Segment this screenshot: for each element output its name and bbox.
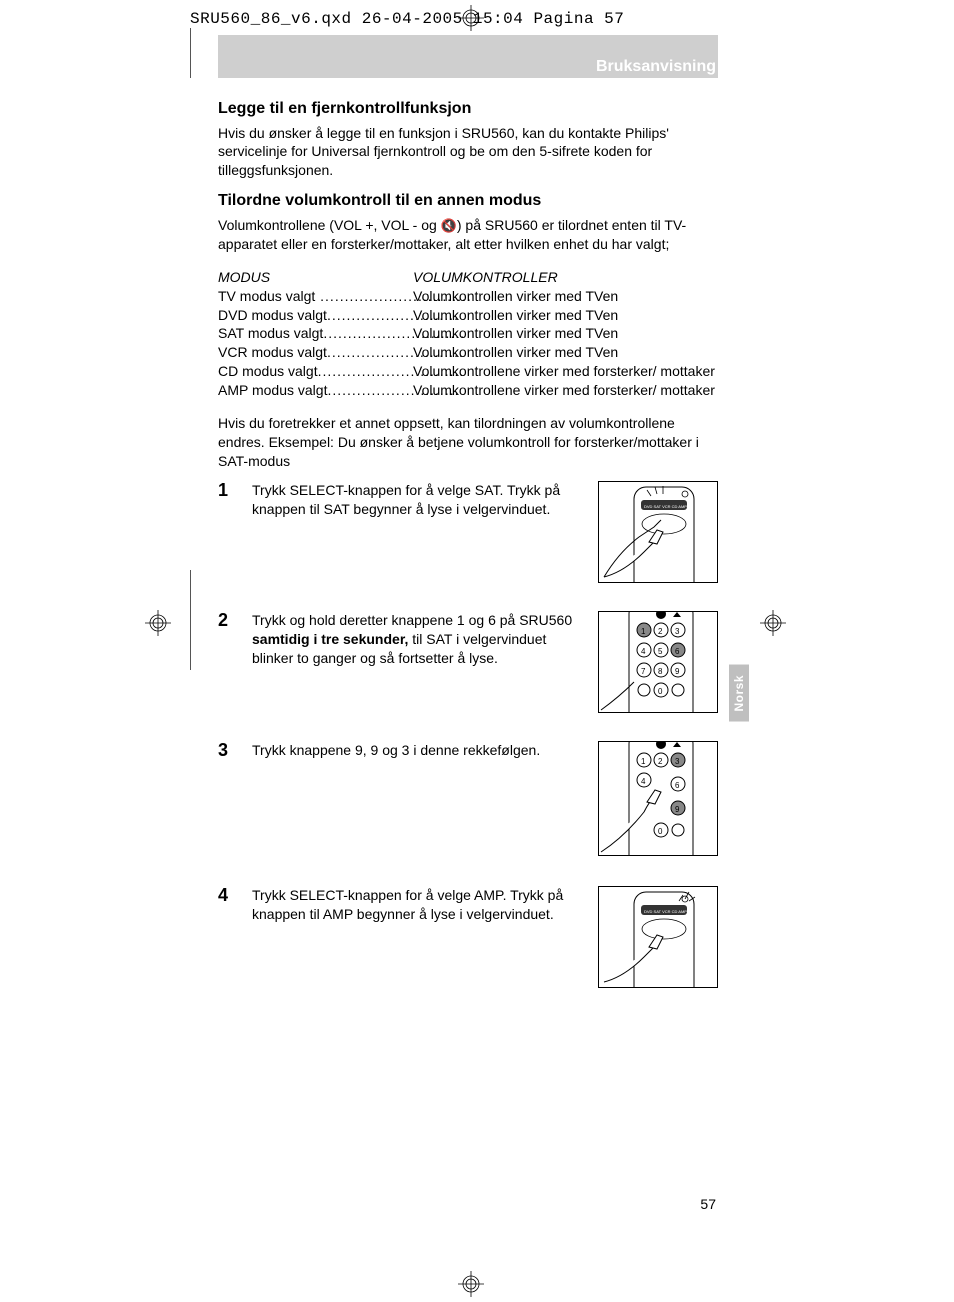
step-3-figure: 1 2 3 4 6 9 0 bbox=[598, 741, 718, 856]
step-2-figure: 1 2 3 4 5 6 7 8 9 0 bbox=[598, 611, 718, 711]
file-header: SRU560_86_v6.qxd 26-04-2005 15:04 Pagina… bbox=[190, 10, 624, 28]
table-row: AMP modus valgt.........................… bbox=[218, 381, 718, 400]
section1-heading: Legge til en fjernkontrollfunksjon bbox=[218, 98, 718, 120]
manual-page: SRU560_86_v6.qxd 26-04-2005 15:04 Pagina… bbox=[0, 0, 954, 1302]
steps-list: 1 Trykk SELECT-knappen for å velge SAT. … bbox=[218, 481, 718, 986]
svg-text:1: 1 bbox=[641, 757, 646, 766]
svg-text:1: 1 bbox=[641, 627, 646, 636]
section2-heading: Tilordne volumkontroll til en annen modu… bbox=[218, 190, 718, 212]
mute-icon: 🔇 bbox=[441, 217, 457, 235]
svg-text:3: 3 bbox=[675, 757, 680, 766]
svg-text:2: 2 bbox=[658, 757, 663, 766]
svg-text:3: 3 bbox=[675, 627, 680, 636]
svg-text:0: 0 bbox=[658, 687, 663, 696]
language-tab: Norsk bbox=[729, 665, 749, 722]
svg-text:DVD SAT VCR CD AMP: DVD SAT VCR CD AMP bbox=[644, 909, 687, 914]
trim-line bbox=[190, 28, 191, 78]
table-row: DVD modus valgt.........................… bbox=[218, 306, 718, 325]
svg-text:2: 2 bbox=[658, 627, 663, 636]
step-1-figure: DVD SAT VCR CD AMP bbox=[598, 481, 718, 581]
svg-text:9: 9 bbox=[675, 805, 680, 814]
registration-mark-right bbox=[760, 610, 786, 636]
table-row: CD modus valgt..........................… bbox=[218, 362, 718, 381]
step-3: 3 Trykk knappene 9, 9 og 3 i denne rekke… bbox=[218, 741, 718, 856]
page-number: 57 bbox=[700, 1196, 716, 1212]
page-content: Legge til en fjernkontrollfunksjon Hvis … bbox=[218, 92, 718, 1016]
svg-text:5: 5 bbox=[658, 647, 663, 656]
svg-text:9: 9 bbox=[675, 667, 680, 676]
svg-text:4: 4 bbox=[641, 647, 646, 656]
svg-text:DVD SAT VCR CD AMP: DVD SAT VCR CD AMP bbox=[644, 504, 687, 509]
svg-text:7: 7 bbox=[641, 667, 646, 676]
step-2: 2 Trykk og hold deretter knappene 1 og 6… bbox=[218, 611, 718, 711]
table-row: VCR modus valgt.........................… bbox=[218, 343, 718, 362]
trim-line bbox=[190, 570, 191, 670]
svg-text:6: 6 bbox=[675, 781, 680, 790]
svg-text:6: 6 bbox=[675, 647, 680, 656]
step-1: 1 Trykk SELECT-knappen for å velge SAT. … bbox=[218, 481, 718, 581]
section2-intro: Volumkontrollene (VOL +, VOL - og 🔇) på … bbox=[218, 216, 718, 254]
svg-text:4: 4 bbox=[641, 777, 646, 786]
svg-text:8: 8 bbox=[658, 667, 663, 676]
registration-mark-left bbox=[145, 610, 171, 636]
section2-after: Hvis du foretrekker et annet oppsett, ka… bbox=[218, 414, 718, 471]
table-row: SAT modus valgt.........................… bbox=[218, 324, 718, 343]
step-4-figure: DVD SAT VCR CD AMP bbox=[598, 886, 718, 986]
modus-table: MODUS VOLUMKONTROLLER TV modus valgt ...… bbox=[218, 268, 718, 400]
step-4: 4 Trykk SELECT-knappen for å velge AMP. … bbox=[218, 886, 718, 986]
svg-text:0: 0 bbox=[658, 827, 663, 836]
table-header-volum: VOLUMKONTROLLER bbox=[413, 268, 718, 287]
section1-body: Hvis du ønsker å legge til en funksjon i… bbox=[218, 124, 718, 181]
registration-mark-top bbox=[458, 5, 484, 31]
table-row: TV modus valgt .........................… bbox=[218, 287, 718, 306]
banner-title: Bruksanvisning bbox=[596, 58, 716, 76]
registration-mark-bottom bbox=[458, 1271, 484, 1297]
table-header-modus: MODUS bbox=[218, 268, 413, 287]
